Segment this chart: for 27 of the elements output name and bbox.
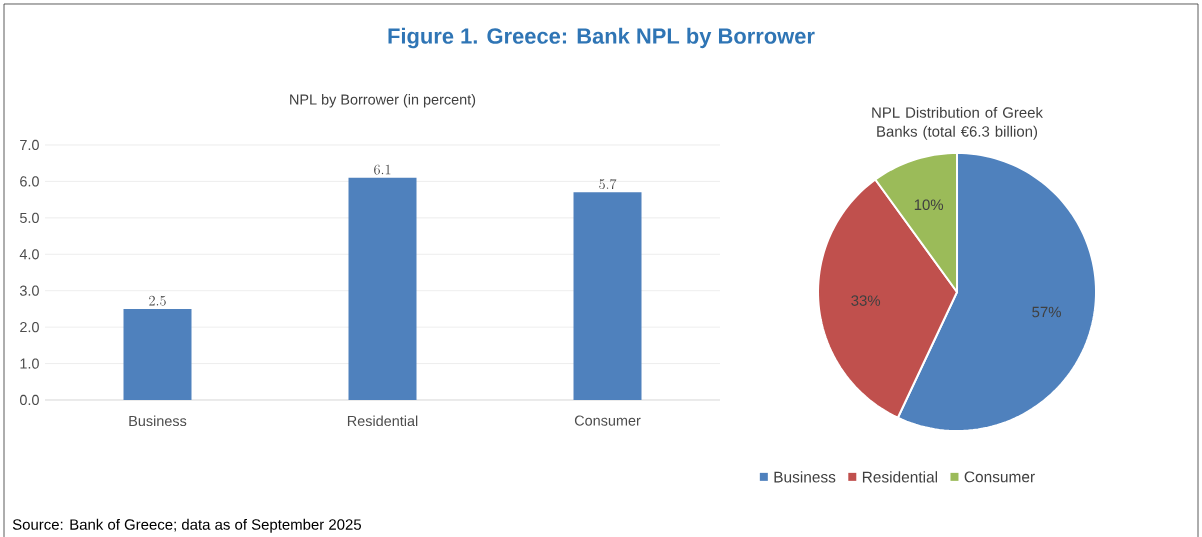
y-tick-label: 1.0: [20, 358, 39, 369]
y-tick-label: 3.0: [19, 285, 39, 296]
x-tick-label: Business: [129, 415, 187, 426]
y-tick-label: 5.0: [19, 212, 39, 223]
y-tick-label: 4.0: [19, 248, 39, 260]
bar: [573, 192, 642, 400]
data-label: 5.7: [599, 178, 617, 189]
legend-label: Business: [774, 471, 836, 483]
chart-title: Figure 1. Greece: Bank NPL by Borrower: [388, 27, 815, 49]
chart-title: NPL Distribution of Greek Banks (total €6.3 billion): [872, 106, 1043, 140]
data-label: 57%: [1032, 306, 1061, 318]
source-note: Source: Bank of Greece; data as of September 2025: [12, 518, 361, 533]
bar: [123, 308, 192, 400]
y-tick-label: 2.0: [20, 321, 39, 333]
y-tick-label: 0.0: [19, 394, 39, 405]
bar: [348, 177, 417, 400]
data-label: 2.5: [149, 295, 166, 306]
data-label: 33%: [851, 295, 881, 306]
y-tick-label: 7.0: [20, 139, 39, 150]
y-tick-label: 6.0: [20, 176, 39, 187]
x-tick-label: Consumer: [574, 415, 641, 426]
legend-label: Residential: [862, 471, 938, 483]
x-tick-label: Residential: [347, 415, 418, 426]
chart-subtitle: NPL by Borrower (in percent): [290, 93, 476, 108]
legend-label: Consumer: [964, 471, 1035, 483]
data-label: 10%: [914, 199, 944, 210]
data-label: 6. 1: [374, 164, 391, 175]
